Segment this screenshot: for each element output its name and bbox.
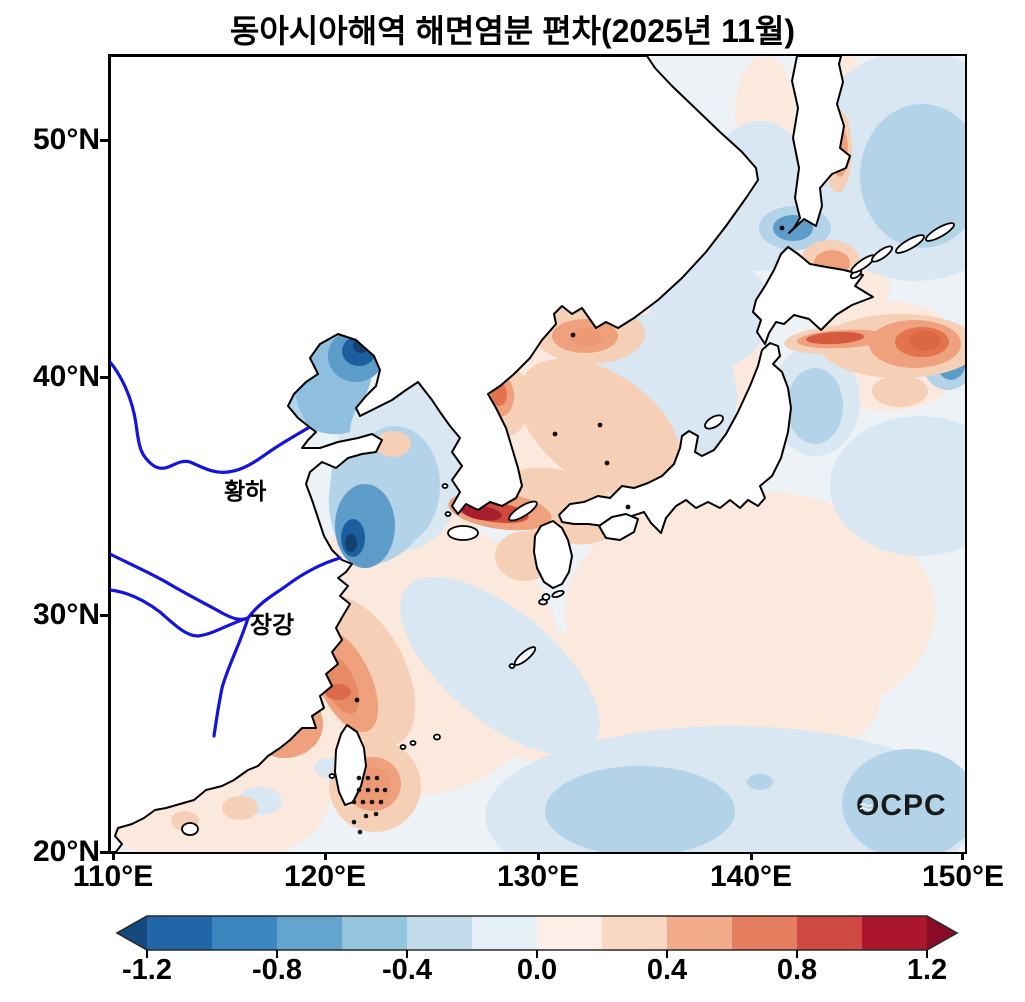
lon-tick-label-150e: 150°E (921, 860, 1005, 893)
x-axis-tick (961, 852, 964, 860)
yangtze-tributary-nw (110, 588, 250, 638)
kyushu-island (533, 520, 573, 589)
lon-tick-label-130e: 130°E (496, 860, 580, 893)
lon-tick-label-140e: 140°E (709, 860, 793, 893)
rivers-layer (110, 360, 342, 738)
colorbar-segment (212, 916, 278, 950)
ocpc-wave-icon (859, 803, 873, 811)
colorbar-under-arrow (117, 916, 147, 950)
y-axis-tick (100, 614, 108, 617)
map-canvas (110, 56, 965, 852)
colorbar-segment (472, 916, 538, 950)
sado-island (704, 414, 724, 430)
colorbar-tick-label: -1.2 (122, 954, 172, 986)
lat-tick-label-20n: 20°N (32, 835, 100, 868)
lon-tick-label-120e: 120°E (283, 860, 367, 893)
mainland-asia-coastline (110, 56, 759, 852)
yellow-river-line (110, 360, 310, 474)
sakhalin-island (788, 56, 851, 234)
y-axis-tick (100, 139, 108, 142)
x-axis-tick (537, 852, 540, 860)
colorbar-tick-label: 0.0 (516, 954, 558, 986)
kuril-islands (849, 222, 955, 280)
y-axis-tick (100, 376, 108, 379)
tsushima-island (508, 500, 538, 522)
colorbar-segment (862, 916, 928, 950)
hokkaido-island (752, 246, 874, 345)
ocpc-logo: OCPC (856, 789, 947, 823)
colorbar-segment (602, 916, 668, 950)
yangtze-river-line (110, 552, 342, 621)
colorbar-segment (667, 916, 733, 950)
page-title: 동아시아해역 해면염분 편차(2025년 11월) (229, 13, 796, 49)
y-axis-tick (100, 851, 108, 854)
colorbar-segment (732, 916, 798, 950)
x-axis-tick (112, 852, 115, 860)
jeju-island (447, 525, 479, 541)
colorbar-segments (147, 916, 928, 950)
colorbar-segment (797, 916, 863, 950)
colorbar-segment (342, 916, 408, 950)
colorbar-tick-label: 1.2 (906, 954, 948, 986)
colorbar-tick-label: 0.4 (646, 954, 688, 986)
colorbar-over-arrow (927, 916, 957, 950)
map-frame: 황하 장강 OCPC (108, 54, 967, 854)
colorbar-tick-label: -0.8 (252, 954, 302, 986)
lat-tick-label-40n: 40°N (32, 360, 100, 393)
land-layer (110, 56, 955, 852)
x-axis-tick (750, 852, 753, 860)
colorbar-tick-label: -0.4 (382, 954, 432, 986)
colorbar-tick-labels: -1.2 -0.8 -0.4 0.0 0.4 0.8 1.2 (110, 954, 970, 994)
shikoku-island (598, 513, 639, 541)
lat-tick-label-30n: 30°N (32, 598, 100, 631)
colorbar (115, 915, 959, 958)
colorbar-tick-label: 0.8 (776, 954, 818, 986)
okinawa-island (513, 646, 537, 666)
yangtze-river-label: 장강 (250, 612, 295, 639)
colorbar-ticks (146, 950, 928, 958)
colorbar-segment (537, 916, 603, 950)
colorbar-segment (407, 916, 473, 950)
yangtze-tributary-s (212, 616, 250, 738)
colorbar-segment (147, 916, 213, 950)
stipple-layer (351, 225, 785, 835)
lat-tick-label-50n: 50°N (32, 123, 100, 156)
colorbar-segment (277, 916, 343, 950)
x-axis-tick (324, 852, 327, 860)
small-islands (181, 414, 724, 836)
lon-tick-label-110e: 110°E (72, 860, 154, 893)
taiwan-island (334, 724, 367, 806)
honshu-island (558, 342, 792, 534)
yellow-river-label: 황하 (224, 478, 267, 504)
